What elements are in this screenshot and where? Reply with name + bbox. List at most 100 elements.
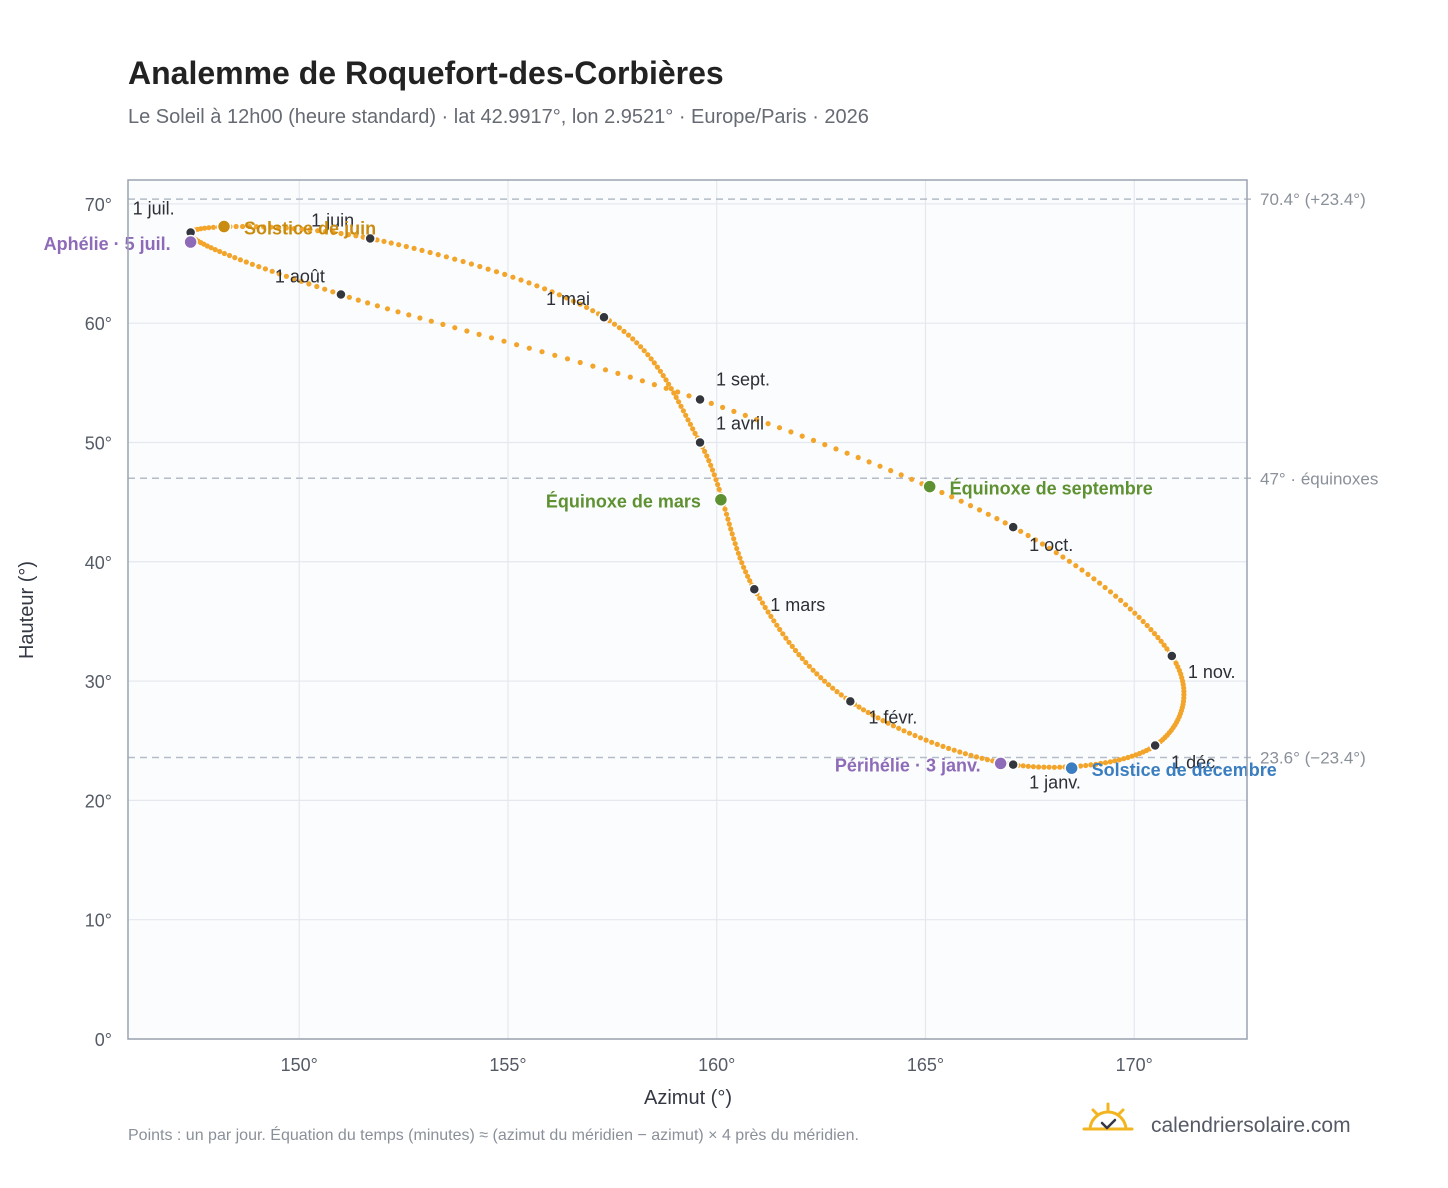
daily-point xyxy=(856,704,862,710)
daily-point xyxy=(890,723,897,729)
daily-point xyxy=(716,486,722,492)
daily-point xyxy=(355,297,361,303)
daily-point xyxy=(1144,622,1150,629)
daily-point xyxy=(627,374,633,380)
event-label: Périhélie · 3 janv. xyxy=(835,755,981,775)
month-point xyxy=(1007,758,1019,771)
daily-point xyxy=(307,227,313,233)
month-point xyxy=(694,436,706,449)
daily-point xyxy=(396,242,402,248)
daily-point xyxy=(678,403,684,409)
daily-point xyxy=(262,266,268,272)
daily-point xyxy=(888,468,894,474)
daily-point xyxy=(435,252,441,258)
daily-point xyxy=(728,526,734,532)
daily-point xyxy=(208,245,214,251)
daily-point xyxy=(611,321,618,327)
daily-point xyxy=(976,507,983,513)
daily-point xyxy=(1053,550,1059,556)
daily-point xyxy=(934,741,940,748)
daily-point xyxy=(866,459,872,465)
daily-point xyxy=(1066,558,1072,564)
daily-point xyxy=(1158,638,1164,644)
daily-point xyxy=(322,228,329,235)
x-tick-label: 155° xyxy=(489,1055,526,1075)
daily-point xyxy=(951,747,957,753)
daily-point xyxy=(330,229,336,236)
daily-point xyxy=(929,739,935,745)
daily-point xyxy=(261,224,267,230)
daily-point xyxy=(757,595,763,602)
daily-point xyxy=(639,378,646,384)
daily-point xyxy=(1079,567,1085,573)
y-tick-label: 60° xyxy=(85,314,112,334)
reference-line-label: 70.4° (+23.4°) xyxy=(1260,190,1366,209)
daily-point xyxy=(616,325,623,331)
daily-point xyxy=(428,318,434,324)
daily-point xyxy=(374,303,380,309)
daily-point xyxy=(648,356,654,362)
daily-point xyxy=(745,573,751,579)
daily-point xyxy=(917,735,924,741)
daily-point xyxy=(731,536,737,542)
daily-point xyxy=(1161,642,1167,648)
daily-point xyxy=(253,224,259,230)
month-point xyxy=(844,695,857,708)
daily-point xyxy=(395,309,401,315)
chart-title: Analemme de Roquefort-des-Corbières xyxy=(128,55,724,91)
daily-point xyxy=(901,728,907,734)
daily-point xyxy=(388,240,394,246)
daily-point xyxy=(683,412,689,418)
daily-point xyxy=(298,278,304,284)
y-tick-label: 40° xyxy=(85,553,112,573)
daily-point xyxy=(353,233,359,239)
daily-point xyxy=(967,503,974,509)
daily-point xyxy=(692,430,698,436)
event-label: Aphélie · 5 juil. xyxy=(44,234,171,254)
event-point xyxy=(216,219,232,234)
daily-point xyxy=(1041,764,1047,770)
daily-point xyxy=(346,294,352,300)
y-axis-ticks: 0° 10° 20° 30° 40° 50° 60° 70° xyxy=(85,195,112,1050)
daily-point xyxy=(502,271,508,277)
event-label: Solstice de juin xyxy=(244,219,376,239)
daily-point xyxy=(501,338,507,344)
daily-point xyxy=(1113,593,1119,599)
event-point xyxy=(183,234,198,250)
daily-point xyxy=(687,421,694,427)
daily-point xyxy=(877,463,883,469)
brand-name: calendriersolaire.com xyxy=(1151,1114,1351,1137)
daily-point xyxy=(645,352,651,358)
daily-point xyxy=(485,266,491,272)
daily-point xyxy=(810,437,817,443)
daily-point xyxy=(419,247,425,253)
daily-point xyxy=(602,367,609,373)
y-tick-label: 30° xyxy=(85,672,112,692)
event-label: Solstice de décembre xyxy=(1092,760,1277,780)
daily-point xyxy=(906,730,913,736)
daily-point xyxy=(1051,764,1057,770)
daily-point xyxy=(984,757,991,763)
daily-point xyxy=(940,743,946,750)
daily-point xyxy=(676,399,682,405)
daily-point xyxy=(246,223,252,230)
daily-point xyxy=(651,360,657,366)
event-point xyxy=(1064,760,1079,776)
daily-point xyxy=(1046,545,1052,551)
daily-point xyxy=(685,417,691,423)
daily-point xyxy=(322,286,328,292)
daily-point xyxy=(792,647,799,654)
event-point xyxy=(713,492,729,507)
month-label: 1 janv. xyxy=(1029,773,1081,793)
daily-point xyxy=(345,232,352,238)
daily-point xyxy=(1102,584,1108,591)
daily-point xyxy=(1039,541,1046,547)
daily-point xyxy=(796,652,802,658)
daily-point xyxy=(726,521,732,527)
daily-point xyxy=(786,639,792,645)
daily-point xyxy=(939,489,945,496)
x-axis-label: Azimut (°) xyxy=(644,1087,732,1109)
daily-point xyxy=(713,477,719,483)
event-label: Équinoxe de septembre xyxy=(950,478,1153,499)
